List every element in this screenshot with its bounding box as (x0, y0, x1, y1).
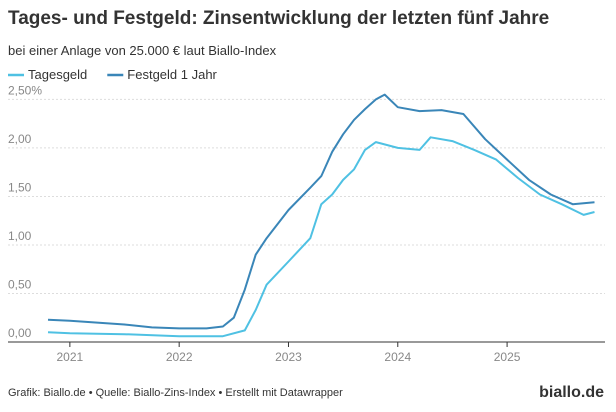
chart-subtitle: bei einer Anlage von 25.000 € laut Biall… (8, 43, 277, 58)
y-tick-label: 2,00 (8, 132, 32, 146)
y-tick-label: 1,00 (8, 229, 32, 243)
y-tick-label: 1,50 (8, 180, 32, 194)
legend-label: Festgeld 1 Jahr (127, 67, 217, 82)
logo: biallo.de (539, 384, 604, 401)
y-tick-label: 0,50 (8, 277, 32, 291)
chart-title: Tages- und Festgeld: Zinsentwicklung der… (8, 8, 549, 29)
y-tick-label: 0,00 (8, 326, 32, 340)
x-tick-label: 2024 (384, 350, 411, 364)
series-line (47, 93, 595, 330)
x-tick-label: 2023 (275, 350, 302, 364)
series-line (47, 136, 595, 338)
source-note: Grafik: Biallo.de • Quelle: Biallo-Zins-… (8, 387, 343, 399)
x-tick-label: 2025 (494, 350, 521, 364)
x-tick-label: 2022 (166, 350, 193, 364)
x-tick-label: 2021 (57, 350, 84, 364)
legend-label: Tagesgeld (28, 67, 87, 82)
y-tick-label: 2,50% (8, 83, 42, 97)
